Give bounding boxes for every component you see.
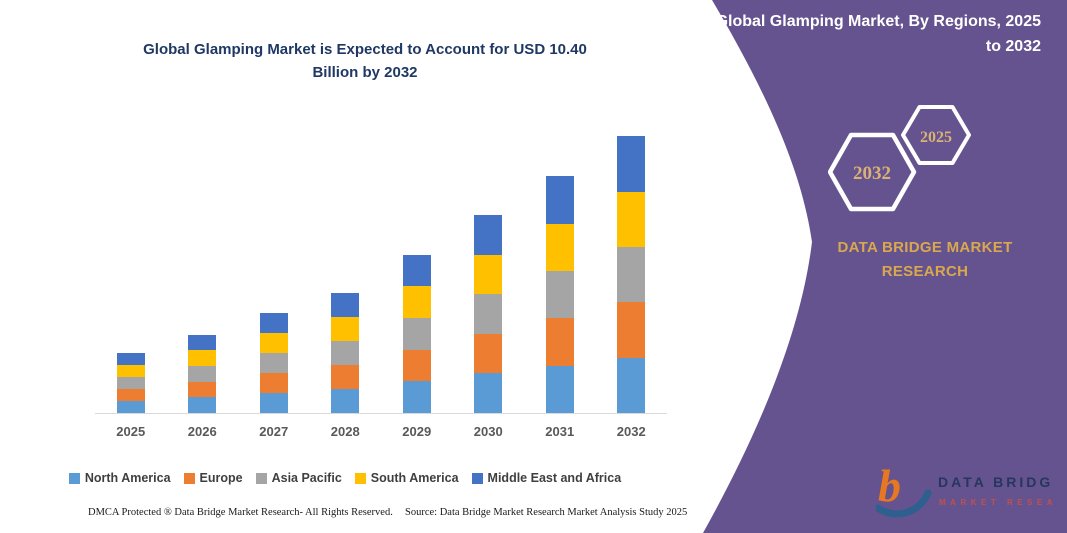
bar-2032: [617, 136, 646, 413]
logo-tagline: MARKET RESEARCH: [939, 498, 1052, 507]
chart-title-line1: Global Glamping Market is Expected to Ac…: [143, 41, 587, 58]
side-panel-shape: [703, 0, 1067, 533]
hexagon-2025: [901, 105, 971, 165]
bar-segment-2029: [402, 349, 431, 382]
bar-segment-2032: [617, 136, 646, 192]
legend-item: Europe: [183, 471, 243, 485]
bar-segment-2025: [116, 353, 145, 366]
bar-segment-2031: [545, 318, 574, 366]
bar-segment-2028: [331, 341, 360, 366]
hexagon-2032-label: 2032: [853, 163, 891, 184]
bar-segment-2029: [402, 286, 431, 319]
dmca-notice: DMCA Protected ® Data Bridge Market Rese…: [88, 507, 393, 518]
x-axis-label: 2030: [473, 424, 503, 439]
bar-segment-2031: [545, 223, 574, 271]
legend-swatch-icon: [354, 472, 366, 484]
bar-2028: [331, 293, 360, 413]
bar-segment-2032: [617, 357, 646, 413]
bar-segment-2031: [545, 365, 574, 413]
legend-label: Europe: [199, 471, 243, 485]
legend-label: Middle East and Africa: [487, 471, 622, 485]
x-axis-label: 2028: [330, 424, 360, 439]
legend-label: South America: [370, 471, 459, 485]
bar-segment-2026: [188, 397, 217, 413]
bar-segment-2027: [259, 353, 288, 374]
x-axis-label: 2025: [116, 424, 146, 439]
chart-legend: North America Europe Asia Pacific South Ame…: [0, 471, 690, 485]
brand-wordmark: DATA BRIDGE MARKET RESEARCH: [805, 236, 1045, 284]
legend-item: Middle East and Africa: [471, 471, 622, 485]
bar-segment-2026: [188, 334, 217, 351]
bar-segment-2027: [259, 373, 288, 394]
x-axis-label: 2026: [187, 424, 217, 439]
x-axis-labels: 2025 2026 2027 2028 2029 2030 2031 2032: [95, 424, 667, 439]
brand-line2: RESEARCH: [881, 263, 969, 280]
bar-segment-2031: [545, 176, 574, 224]
bar-2026: [188, 334, 217, 413]
dbmr-logo: b DATA BRIDGE MARKET RESEARCH: [876, 461, 1052, 518]
bar-segment-2031: [545, 270, 574, 319]
bar-2025: [116, 353, 145, 413]
year-hexagons: 2025 2032: [828, 105, 971, 212]
x-axis-label: 2029: [402, 424, 432, 439]
bar-segment-2028: [331, 317, 360, 342]
x-axis-line: [95, 413, 667, 414]
legend-label: North America: [84, 471, 171, 485]
legend-swatch-icon: [471, 472, 483, 484]
bar-segment-2025: [116, 401, 145, 413]
legend-item: South America: [354, 471, 459, 485]
bar-segment-2032: [617, 247, 646, 303]
bar-segment-2028: [331, 365, 360, 390]
bar-segment-2029: [402, 381, 431, 413]
bar-segment-2026: [188, 365, 217, 382]
bar-segment-2030: [474, 373, 503, 413]
bar-segment-2032: [617, 302, 646, 358]
bar-segment-2029: [402, 254, 431, 287]
bar-segment-2026: [188, 350, 217, 366]
bar-segment-2027: [259, 313, 288, 334]
bar-segment-2030: [474, 214, 503, 255]
bar-segment-2032: [617, 191, 646, 248]
bar-segment-2029: [402, 318, 431, 350]
legend-label: Asia Pacific: [271, 471, 342, 485]
bar-segment-2028: [331, 389, 360, 413]
source-note: Source: Data Bridge Market Research Mark…: [405, 507, 688, 518]
chart-title-line2: Billion by 2032: [312, 64, 418, 82]
legend-item: North America: [68, 471, 171, 485]
logo-swoosh: [876, 489, 932, 518]
bar-2031: [545, 176, 574, 413]
logo-name: DATA BRIDGE: [938, 474, 1052, 490]
bar-2030: [474, 214, 503, 413]
bar-segment-2025: [116, 389, 145, 402]
chart-title: Global Glamping Market is Expected to Ac…: [55, 38, 675, 85]
bar-segment-2030: [474, 294, 503, 334]
bar-segment-2026: [188, 381, 217, 398]
bar-segment-2028: [331, 293, 360, 318]
bar-segment-2030: [474, 254, 503, 295]
bar-segment-2025: [116, 365, 145, 378]
hexagon-2025-label: 2025: [920, 129, 952, 146]
x-axis-label: 2031: [545, 424, 575, 439]
brand-line1: DATA BRIDGE MARKET: [837, 239, 1013, 256]
legend-swatch-icon: [183, 472, 195, 484]
bar-2027: [259, 313, 288, 413]
stacked-bar-chart: [95, 133, 667, 413]
bar-segment-2025: [116, 377, 145, 390]
side-panel-title: Global Glamping Market, By Regions, 2025…: [715, 13, 1041, 55]
legend-item: Asia Pacific: [255, 471, 342, 485]
logo-monogram: b: [878, 461, 901, 511]
hexagon-2032: [828, 132, 917, 212]
bar-2029: [402, 254, 431, 413]
bar-segment-2027: [259, 393, 288, 413]
bar-segment-2027: [259, 333, 288, 354]
legend-swatch-icon: [255, 472, 267, 484]
legend-swatch-icon: [68, 472, 80, 484]
bar-segment-2030: [474, 333, 503, 374]
x-axis-label: 2032: [616, 424, 646, 439]
x-axis-label: 2027: [259, 424, 289, 439]
